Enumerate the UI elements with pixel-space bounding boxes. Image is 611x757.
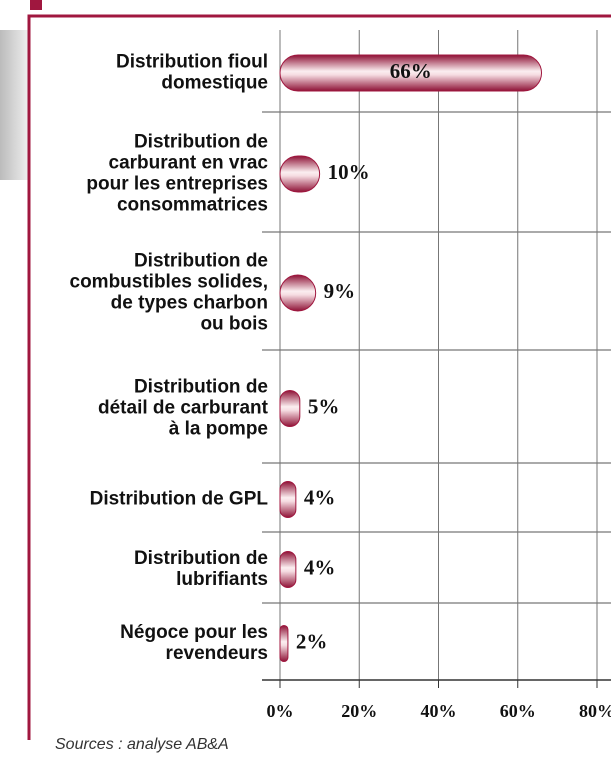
x-tick-label: 0% <box>267 701 294 721</box>
value-label: 66% <box>390 59 432 83</box>
x-tick-label: 40% <box>421 701 457 721</box>
value-label: 10% <box>328 160 370 184</box>
category-label: de types charbon <box>111 293 268 314</box>
category-label: Distribution de <box>134 377 268 398</box>
category-label: Distribution de <box>134 132 268 153</box>
value-label: 4% <box>304 555 336 579</box>
x-tick-label: 20% <box>341 701 377 721</box>
bar <box>279 625 289 662</box>
top-band <box>0 0 611 14</box>
bar <box>279 274 317 312</box>
x-tick-label: 80% <box>579 701 611 721</box>
category-label: consommatrices <box>117 195 268 216</box>
category-label: revendeurs <box>166 643 268 664</box>
category-label: Négoce pour les <box>120 622 268 643</box>
bar <box>279 155 321 193</box>
category-label: à la pompe <box>169 419 268 440</box>
category-label: pour les entreprises <box>86 174 268 195</box>
value-label: 9% <box>324 279 356 303</box>
bar <box>279 481 297 518</box>
value-label: 5% <box>308 394 340 418</box>
category-label: carburant en vrac <box>109 153 269 174</box>
frame <box>27 14 611 740</box>
category-label: Distribution de <box>134 251 268 272</box>
category-label: lubrifiants <box>176 569 268 590</box>
x-tick-label: 60% <box>500 701 536 721</box>
side-shadow <box>0 30 28 180</box>
category-label: domestique <box>161 73 268 94</box>
bar <box>279 551 297 588</box>
category-label: Distribution fioul <box>116 52 268 73</box>
category-label: Distribution de <box>134 548 268 569</box>
value-label: 2% <box>296 629 328 653</box>
top-decor <box>30 0 42 10</box>
bar <box>279 390 301 427</box>
category-label: ou bois <box>200 314 268 335</box>
value-label: 4% <box>304 485 336 509</box>
category-label: détail de carburant <box>98 398 269 419</box>
bar <box>279 54 543 92</box>
category-label: combustibles solides, <box>70 272 269 293</box>
source-note: Sources : analyse AB&A <box>55 736 229 753</box>
category-label: Distribution de GPL <box>90 489 269 510</box>
